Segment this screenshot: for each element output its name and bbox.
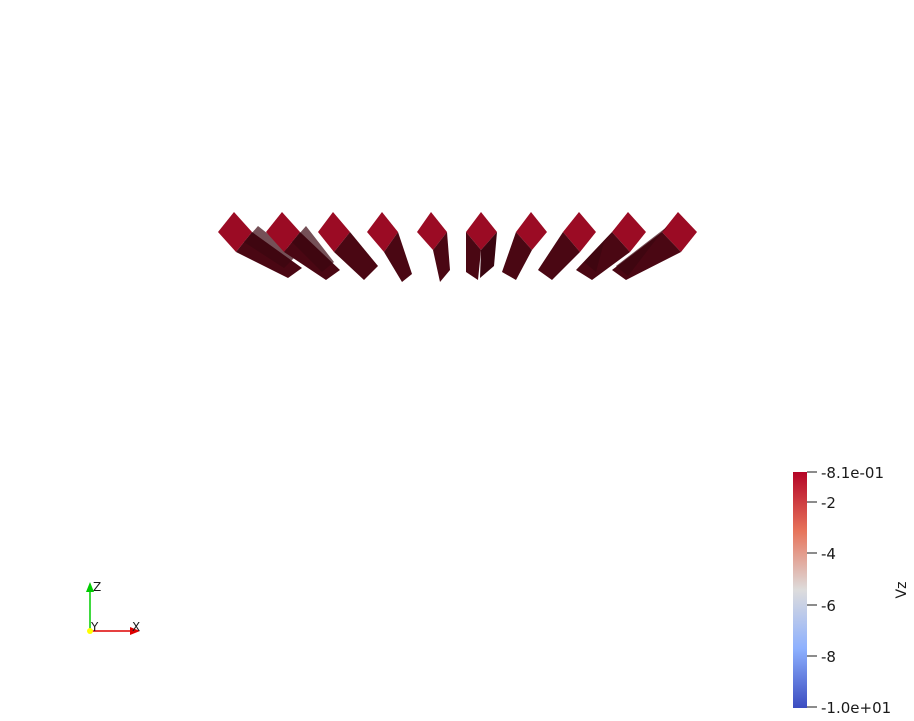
colorbar-tick-label: -2 xyxy=(821,494,836,512)
y-axis-dot-icon xyxy=(87,628,93,634)
prism-group-10 xyxy=(612,212,697,280)
colorbar-tick-label: -6 xyxy=(821,597,836,615)
prism-group-1 xyxy=(218,212,302,278)
prism-group-3 xyxy=(318,212,378,280)
prism-group-5 xyxy=(417,212,450,282)
colorbar-tick-label: -8.1e-01 xyxy=(821,464,884,482)
prism-group-6 xyxy=(466,212,497,280)
prism-group-2 xyxy=(266,212,340,280)
z-axis-label: Z xyxy=(93,580,101,594)
x-axis-label: X xyxy=(132,620,140,634)
orientation-axes: Z Y X xyxy=(86,580,140,635)
colorbar-title: Vz xyxy=(894,582,910,599)
colorbar-tick-label: -8 xyxy=(821,648,836,666)
colorbar-tick-label: -1.0e+01 xyxy=(821,699,891,717)
colorbar-legend: -8.1e-01 -2 -4 -6 -8 -1.0e+01 Vz xyxy=(793,464,910,717)
prism-group-8 xyxy=(538,212,596,280)
prism-group-4 xyxy=(367,212,412,282)
mesh-objects xyxy=(218,212,697,282)
colorbar-tick-label: -4 xyxy=(821,545,836,563)
y-axis-label: Y xyxy=(90,620,99,634)
colorbar-gradient xyxy=(793,472,807,708)
prism-group-9 xyxy=(576,212,646,280)
prism-group-7 xyxy=(502,212,547,280)
z-axis-arrow-icon xyxy=(86,582,94,592)
x-axis-arrow-icon xyxy=(130,627,140,635)
